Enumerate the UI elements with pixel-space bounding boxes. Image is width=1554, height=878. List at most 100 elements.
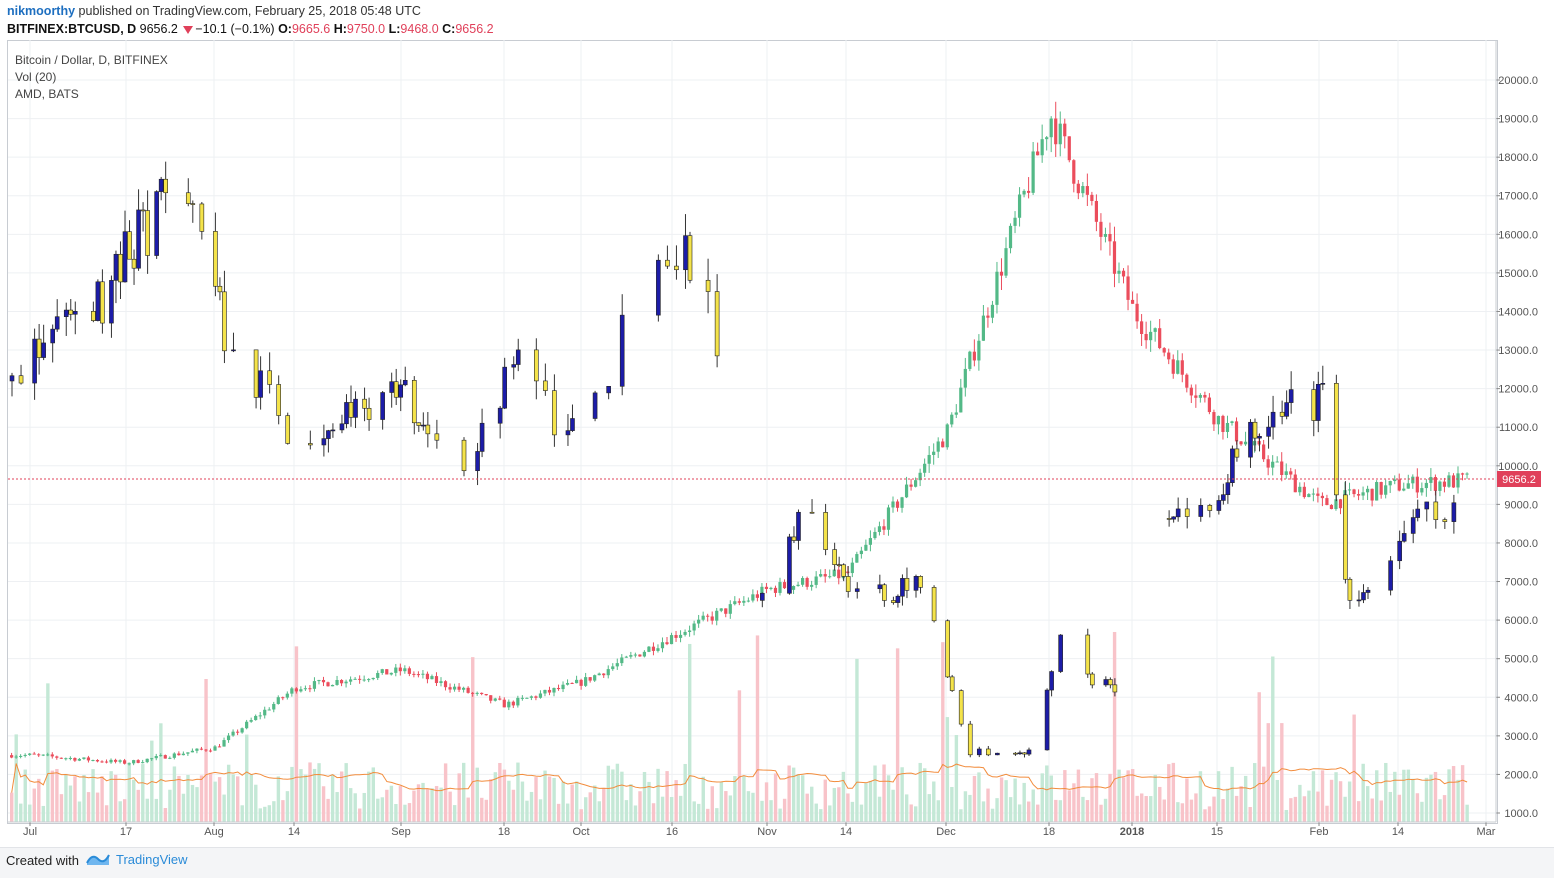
volume-bar (1162, 799, 1166, 822)
candle-body (330, 684, 335, 687)
axes: 1000.0 2000.0 3000.0 4000.0 5000.0 6000.0 7000… (8, 40, 1538, 838)
volume-bar (1189, 799, 1194, 822)
candle-body (819, 574, 823, 577)
volume-bar (231, 774, 235, 822)
volume-bar (1361, 763, 1365, 822)
volume-bar (1356, 801, 1361, 822)
volume-bar (1027, 801, 1031, 822)
candle-body (611, 666, 615, 670)
volume-bar (1347, 781, 1352, 822)
candle-body (1460, 473, 1465, 475)
overlay-candle-body (54, 316, 60, 330)
volume-bar (697, 803, 701, 822)
volume-bar (439, 787, 443, 822)
overlay-candle-body (823, 512, 828, 550)
candle-body (1366, 488, 1370, 493)
overlay-candle-body (1112, 684, 1118, 693)
y-axis-tick-label: 20000.0 (1498, 75, 1538, 87)
candle-body (968, 351, 972, 369)
overlay-candle-body (411, 380, 417, 424)
candle-body (398, 667, 402, 672)
volume-bar (371, 767, 375, 822)
volume-bar (810, 786, 814, 822)
volume-bar (136, 789, 140, 822)
volume-bar (73, 776, 77, 822)
overlay-candle-body (1288, 389, 1294, 403)
volume-bar (1063, 770, 1067, 822)
candle-body (1036, 151, 1040, 156)
candle-body (217, 746, 222, 748)
tradingview-link[interactable]: TradingView (86, 851, 188, 867)
volume-bar (877, 796, 882, 822)
candle-body (349, 679, 353, 682)
volume-bar (91, 769, 95, 822)
volume-bar (611, 769, 615, 822)
volume-bar (873, 765, 877, 822)
candle-body (1117, 270, 1121, 274)
overlay-candle-body (836, 564, 842, 566)
overlay-candle-body (1184, 508, 1190, 517)
overlay-candle-body (1207, 505, 1213, 511)
legend-overlay[interactable]: AMD, BATS (15, 87, 79, 101)
volume-bar (1447, 769, 1451, 822)
candle-body (1085, 186, 1089, 195)
author-link[interactable]: nikmoorthy (7, 4, 76, 18)
volume-bar (1379, 800, 1383, 822)
publication-line: nikmoorthy published on TradingView.com,… (7, 4, 421, 18)
candle-body (37, 754, 41, 756)
volume-bar (434, 786, 439, 822)
volume-bar (683, 763, 687, 822)
candle-body (222, 740, 226, 747)
volume-bar (1253, 763, 1257, 822)
volume-bar (782, 798, 787, 822)
legend-volume[interactable]: Vol (20) (15, 70, 57, 84)
quote-line: BITFINEX:BTCUSD, D 9656.2 −10.1 (−0.1%) … (7, 22, 494, 36)
volume-bar (1352, 714, 1356, 822)
overlay-candle-body (308, 443, 313, 446)
legend-main-series[interactable]: Bitcoin / Dollar, D, BITFINEX (15, 53, 168, 67)
volume-bar (457, 773, 461, 822)
candle-body (23, 754, 27, 756)
overlay-candle-body (1108, 679, 1113, 686)
volume-bar (1406, 769, 1411, 822)
volume-bar (299, 769, 303, 822)
candle-body (624, 656, 628, 658)
candle-body (950, 414, 954, 425)
volume-bar (41, 805, 46, 822)
candle-body (150, 758, 154, 760)
overlay-candle-body (656, 259, 661, 316)
overlay-candle-body (41, 342, 46, 358)
overlay-candle-body (1320, 383, 1326, 385)
volume-bar (963, 791, 968, 822)
candle-body (864, 544, 868, 551)
high-label: H: (333, 22, 347, 36)
volume-bar (1239, 786, 1243, 822)
volume-bar (217, 777, 222, 822)
volume-bar (416, 784, 421, 822)
candle-body (1243, 441, 1248, 445)
y-axis-tick-label: 9000.0 (1504, 499, 1538, 511)
candle-body (159, 755, 163, 757)
overlay-candle-body (1365, 589, 1371, 593)
candle-body (1307, 494, 1311, 498)
overlay-candle-body (665, 259, 670, 267)
overlay-candle-body (995, 752, 1000, 756)
y-axis-tick-label: 8000.0 (1504, 538, 1538, 550)
candle-body (547, 689, 552, 693)
volume-bar (1230, 766, 1234, 822)
volume-bar (1167, 764, 1171, 822)
candle-body (1144, 333, 1148, 341)
candle-body (733, 601, 737, 605)
volume-bar (1135, 795, 1139, 822)
volume-bar (448, 791, 452, 822)
candle-body (50, 754, 54, 757)
overlay-candle-body (479, 422, 485, 452)
overlay-candle-body (380, 392, 385, 420)
candle-body (959, 387, 963, 413)
volume-bar (1121, 777, 1126, 822)
candle-body (498, 698, 502, 700)
candle-body (719, 608, 723, 611)
volume-bar (832, 787, 837, 822)
x-axis-tick-label: 14 (288, 826, 300, 838)
